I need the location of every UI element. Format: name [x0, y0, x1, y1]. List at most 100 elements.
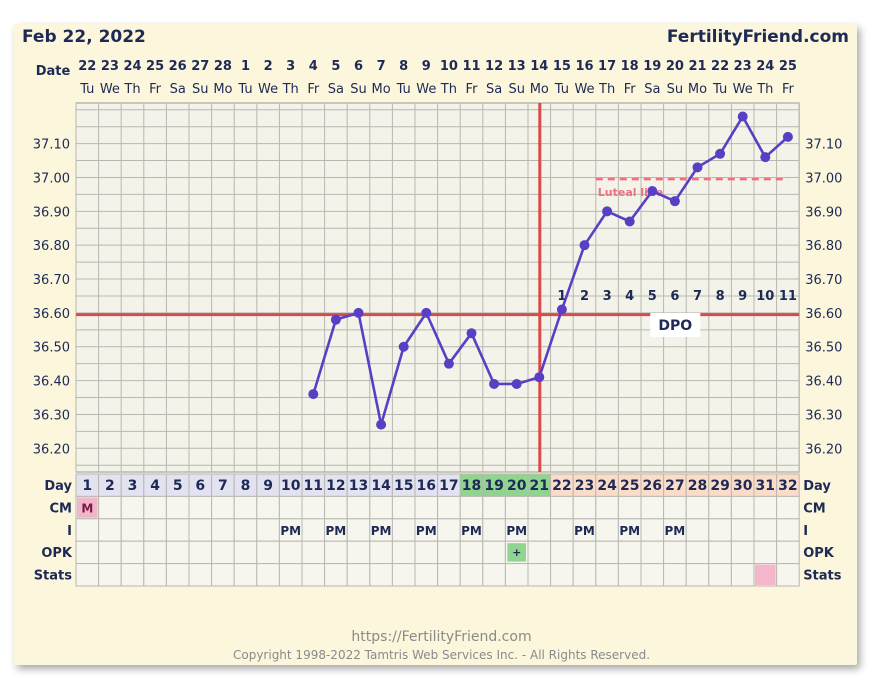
temperature-point: [647, 186, 658, 197]
cycle-day-number: 20: [507, 478, 527, 494]
opk-cell: [391, 540, 416, 565]
cm-cell: [324, 495, 348, 520]
cm-cell: [663, 495, 687, 520]
temperature-point: [737, 111, 748, 122]
opk-value: +: [512, 546, 521, 559]
weekday-label: We: [100, 82, 120, 97]
date-label: 7: [377, 59, 386, 74]
cm-cell: [211, 495, 235, 520]
stats-cell: [98, 563, 122, 587]
weekday-label: Mo: [688, 82, 707, 97]
y-tick-label-right: 37.10: [805, 138, 842, 153]
cycle-day-number: 16: [417, 478, 436, 494]
date-label: 13: [508, 59, 526, 74]
stats-cell: [278, 563, 303, 587]
intercourse-value: PM: [574, 524, 595, 538]
weekday-label: Th: [440, 82, 457, 97]
cycle-day-number: 8: [241, 478, 251, 494]
cm-cell: [98, 495, 122, 520]
cycle-day-number: 26: [643, 478, 662, 494]
intercourse-value: PM: [326, 524, 347, 538]
opk-row-label-left: OPK: [41, 546, 73, 561]
y-tick-label-left: 36.60: [33, 307, 70, 322]
weekday-label: Fr: [624, 82, 637, 97]
temperature-point: [376, 419, 387, 430]
stats-cell: [437, 563, 461, 587]
cm-cell: [414, 495, 439, 520]
stats-cell: [324, 563, 348, 587]
stats-cell: [550, 563, 574, 587]
weekday-label: We: [574, 82, 594, 97]
date-label: 4: [309, 59, 318, 74]
stats-cell: [369, 563, 393, 587]
y-tick-label-right: 36.90: [805, 205, 842, 220]
weekday-label: Su: [667, 82, 684, 97]
cm-marker: [77, 497, 98, 518]
stats-cell: [233, 563, 258, 587]
cycle-day-number: 17: [439, 478, 458, 494]
y-tick-label-left: 37.00: [33, 171, 70, 186]
weekday-label: Tu: [237, 82, 252, 97]
weekday-label: Sa: [328, 82, 344, 97]
intercourse-cell: [143, 518, 167, 542]
y-tick-label-left: 36.30: [33, 408, 70, 423]
cycle-day-number: 9: [263, 478, 273, 494]
date-label: 22: [78, 59, 96, 74]
cm-cell: [278, 495, 303, 520]
intercourse-cell: [188, 518, 213, 542]
date-label: 6: [354, 59, 363, 74]
stats-cell: [256, 563, 280, 587]
opk-cell: [640, 540, 665, 565]
date-label: 20: [666, 59, 684, 74]
cm-cell: [753, 495, 778, 520]
cm-cell: [617, 495, 642, 520]
date-label: 2: [264, 59, 273, 74]
opk-cell: [437, 540, 461, 565]
intercourse-cell: [595, 518, 619, 542]
cycle-day-number: 13: [349, 478, 368, 494]
stats-cell: [188, 563, 213, 587]
weekday-label: We: [416, 82, 436, 97]
date-label: 3: [286, 59, 295, 74]
opk-cell: [753, 540, 778, 565]
date-label: 11: [462, 59, 480, 74]
intercourse-cell: [346, 518, 371, 542]
cycle-day-number: 2: [105, 478, 115, 494]
intercourse-cell: [301, 518, 326, 542]
cycle-day-number: 5: [173, 478, 183, 494]
temperature-point: [398, 341, 409, 352]
cm-cell: [165, 495, 190, 520]
weekday-label: Mo: [372, 82, 391, 97]
date-label: 25: [146, 59, 164, 74]
stats-cell: [640, 563, 665, 587]
intercourse-row-label-right: I: [803, 524, 808, 539]
site-name[interactable]: FertilityFriend.com: [666, 27, 849, 47]
opk-cell: [278, 540, 303, 565]
y-tick-label-left: 36.50: [33, 341, 70, 356]
weekday-label: Sa: [170, 82, 186, 97]
stats-cell: [165, 563, 190, 587]
intercourse-cell: [550, 518, 574, 542]
footer-url[interactable]: https://FertilityFriend.com: [351, 629, 532, 645]
weekday-label: Mo: [530, 82, 549, 97]
opk-cell: [233, 540, 258, 565]
dpo-label: 1: [557, 289, 566, 304]
weekday-label: Fr: [149, 82, 162, 97]
weekday-label: Mo: [213, 82, 232, 97]
cycle-day-number: 31: [756, 478, 775, 494]
dpo-label: 4: [625, 289, 634, 304]
cycle-day-number: 12: [326, 478, 345, 494]
date-label: 28: [214, 59, 232, 74]
opk-cell: [301, 540, 326, 565]
weekday-label: We: [258, 82, 278, 97]
y-tick-label-left: 36.80: [33, 239, 70, 254]
stats-marker: [755, 564, 776, 585]
luteal-line-label: Luteal line: [598, 186, 663, 199]
date-label: 14: [530, 59, 548, 74]
cm-cell: [188, 495, 213, 520]
stats-cell: [708, 563, 732, 587]
cm-cell: [391, 495, 416, 520]
dpo-label: 9: [738, 289, 747, 304]
stats-cell: [414, 563, 439, 587]
